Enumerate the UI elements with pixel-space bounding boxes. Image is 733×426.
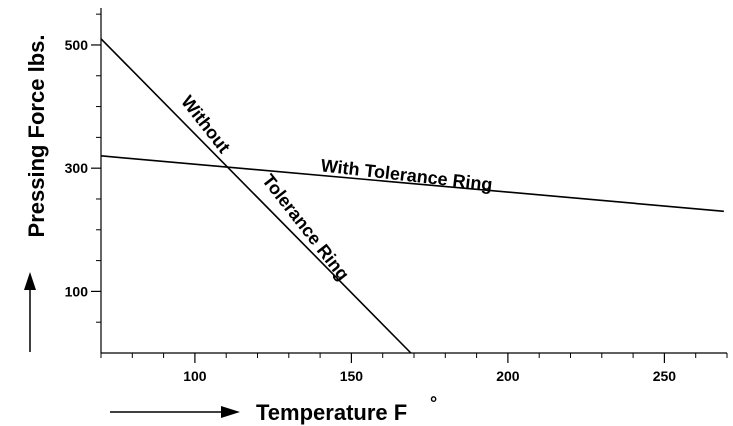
y-tick-label: 300 bbox=[65, 160, 89, 176]
y-axis-arrow bbox=[24, 272, 36, 352]
x-tick-label: 100 bbox=[183, 368, 207, 384]
ticks: 100 150 200 250 100 300 500 bbox=[65, 13, 728, 384]
y-tick-label: 100 bbox=[65, 283, 89, 299]
x-axis-degree-symbol: ° bbox=[430, 393, 437, 413]
series-line-without-tolerance-ring bbox=[100, 38, 412, 354]
y-tick-label: 500 bbox=[65, 37, 89, 53]
series-label-with: With Tolerance Ring bbox=[320, 155, 494, 194]
x-tick-label: 150 bbox=[340, 368, 364, 384]
y-axis-title: Pressing Force lbs. bbox=[24, 35, 49, 238]
series-lines bbox=[100, 38, 724, 354]
series-line-with-tolerance-ring bbox=[100, 155, 724, 213]
x-tick-label: 200 bbox=[496, 368, 520, 384]
series-label-without-line2: Tolerance Ring bbox=[258, 170, 353, 284]
x-axis-title: Temperature F bbox=[256, 400, 407, 425]
x-tick-label: 250 bbox=[653, 368, 677, 384]
x-axis-arrow bbox=[110, 406, 240, 418]
